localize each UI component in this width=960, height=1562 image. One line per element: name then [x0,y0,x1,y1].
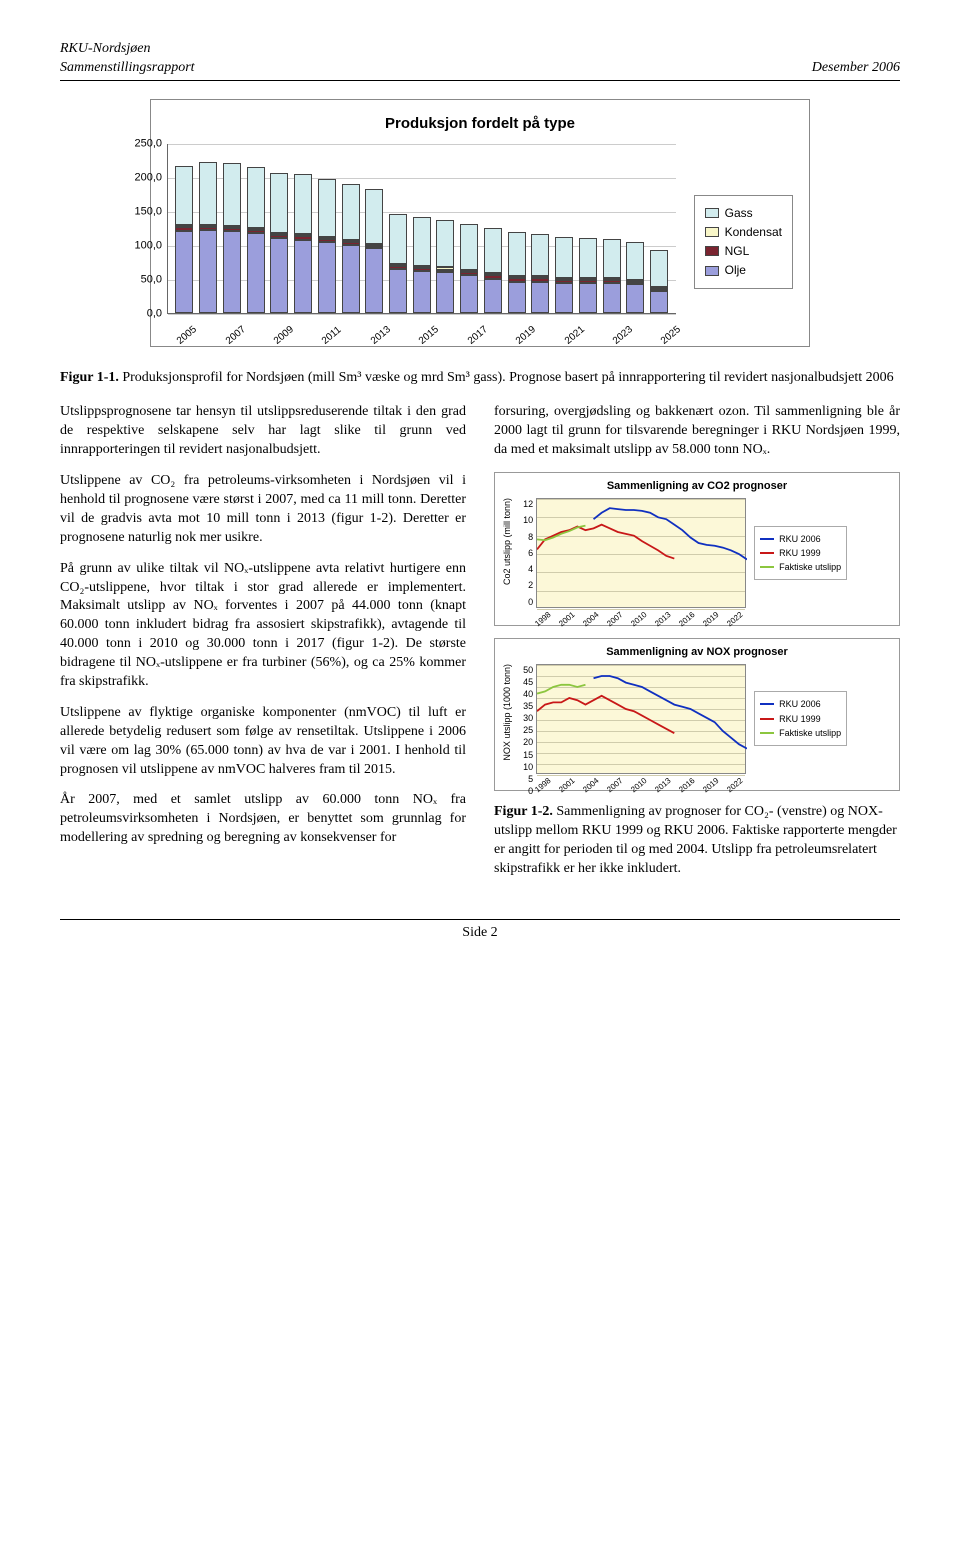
header-line2: Sammenstillingsrapport [60,59,195,78]
legend-item: Faktiske utslipp [760,727,841,739]
para-4: Utslippene av flyktige organiske kompone… [60,704,466,780]
nox-xlabels: 199820012004200720102013201620192022 [529,776,739,787]
legend-item: Kondensat [705,224,782,240]
figcap1-lead: Figur 1-1. [60,370,119,385]
co2-ylabel: Co2 utslipp (mill tonn) [501,498,513,585]
figcap2-text: Sammenligning av prognoser for CO₂- (ven… [494,804,897,876]
co2-yticks: 121086420 [523,498,536,608]
nox-yticks: 50454035302520151050 [523,664,536,774]
bar-chart-legend: Gass Kondensat NGL Olje [694,195,793,289]
page-footer: Side 2 [60,919,900,943]
legend-item: Faktiske utslipp [760,561,841,573]
co2-plot-area [536,498,746,608]
legend-item: RKU 2006 [760,698,841,710]
bar-column [199,162,217,313]
body-columns: Utslippsprognosene tar hensyn til utslip… [60,403,900,891]
bar-column [365,189,383,313]
nox-legend: RKU 2006 RKU 1999 Faktiske utslipp [754,691,847,745]
bar-column [318,179,336,313]
para-6: forsuring, overgjødsling og bakkenært oz… [494,403,900,460]
bar-column [603,239,621,313]
bar-column [555,237,573,313]
legend-item: NGL [705,243,782,259]
legend-item: RKU 1999 [760,713,841,725]
bar-column [579,238,597,313]
production-chart: Produksjon fordelt på type 0,050,0100,01… [150,99,810,347]
bar-column [389,214,407,313]
bar-column [270,173,288,313]
bar-column [436,220,454,313]
para-5: År 2007, med et samlet utslipp av 60.000… [60,791,466,848]
bar-column [294,174,312,313]
header-line1: RKU-Nordsjøen [60,40,195,59]
bar-column [413,217,431,313]
bar-column [175,166,193,313]
bar-column [460,224,478,313]
legend-item: Olje [705,262,782,278]
legend-item: RKU 1999 [760,547,841,559]
right-column: forsuring, overgjødsling og bakkenært oz… [494,403,900,891]
co2-xlabels: 199820012004200720102013201620192022 [529,610,739,621]
para-2: Utslippene av CO₂ fra petroleums-virksom… [60,472,466,548]
legend-item: RKU 2006 [760,533,841,545]
figure-1-2-caption: Figur 1-2. Sammenligning av prognoser fo… [494,803,900,879]
bar-column [531,234,549,313]
figcap1-text: Produksjonsprofil for Nordsjøen (mill Sm… [119,370,894,385]
co2-chart-title: Sammenligning av CO2 prognoser [501,479,893,494]
co2-comparison-chart: Sammenligning av CO2 prognoser Co2 utsli… [494,472,900,626]
bar-column [650,250,668,313]
bar-column [508,232,526,313]
left-column: Utslippsprognosene tar hensyn til utslip… [60,403,466,891]
header-left: RKU-Nordsjøen Sammenstillingsrapport [60,40,195,78]
bar-column [484,228,502,313]
nox-comparison-chart: Sammenligning av NOX prognoser NOX utsli… [494,638,900,792]
nox-ylabel: NOX utslipp (1000 tonn) [501,664,513,761]
page-header: RKU-Nordsjøen Sammenstillingsrapport Des… [60,40,900,81]
chart-title: Produksjon fordelt på type [167,114,793,134]
header-right: Desember 2006 [812,59,900,78]
figcap2-lead: Figur 1-2. [494,804,553,819]
bar-column [342,184,360,313]
bar-chart-frame: 0,050,0100,0150,0200,0250,0 200520072009… [167,144,676,340]
bar-column [626,242,644,313]
para-1: Utslippsprognosene tar hensyn til utslip… [60,403,466,460]
bar-column [223,163,241,313]
para-3: På grunn av ulike tiltak vil NOₓ-utslipp… [60,560,466,692]
figure-1-1-caption: Figur 1-1. Produksjonsprofil for Nordsjø… [60,369,900,388]
bar-column [247,167,265,313]
co2-legend: RKU 2006 RKU 1999 Faktiske utslipp [754,526,847,580]
legend-item: Gass [705,205,782,221]
nox-plot-area [536,664,746,774]
nox-chart-title: Sammenligning av NOX prognoser [501,645,893,660]
